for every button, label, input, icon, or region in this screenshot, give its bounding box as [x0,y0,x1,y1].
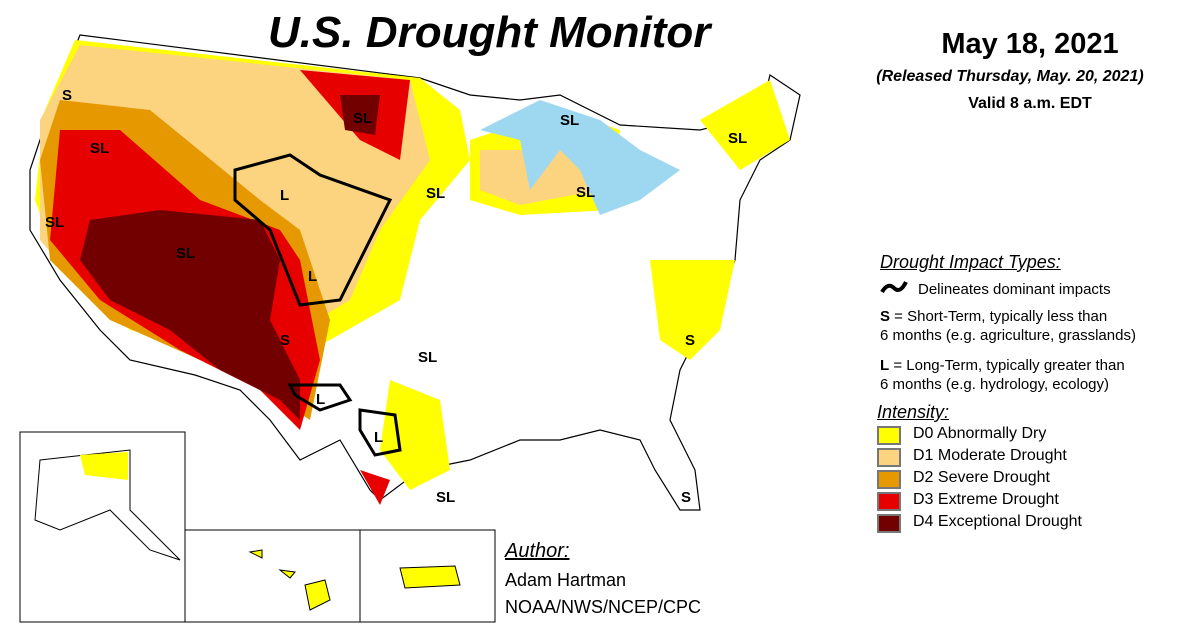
intensity-label-d4: D4 Exceptional Drought [913,513,1082,530]
intensity-label-d1: D1 Moderate Drought [913,447,1067,464]
author-name: Adam Hartman [505,570,627,590]
impact-label: L [280,187,289,204]
short-term-line1: S = Short-Term, typically less than [880,308,1107,325]
d3-area [360,470,390,505]
impact-label: S [62,87,72,104]
s-text: = Short-Term, typically less than [890,308,1108,325]
d1-area [480,150,600,205]
intensity-swatch-d3 [877,492,901,511]
impact-label: L [316,391,325,408]
delineates-text: Delineates dominant impacts [918,281,1111,298]
impact-label: SL [353,110,372,127]
alaska-land [34,449,181,561]
d0-area [650,260,735,360]
impact-label: SL [728,130,747,147]
impact-label: L [374,429,383,446]
hawaii-inset [184,529,361,623]
impact-label: S [280,332,290,349]
intensity-label-d2: D2 Severe Drought [913,469,1050,486]
release-date: (Released Thursday, May. 20, 2021) [876,68,1144,85]
impact-label: SL [560,112,579,129]
s-key: S [880,308,891,325]
l-key: L [880,357,890,374]
d0-area [380,380,450,490]
author-heading: Author: [505,540,570,562]
impact-label: SL [436,489,455,506]
intensity-swatch-d0 [877,426,901,445]
short-term-line2: 6 months (e.g. agriculture, grasslands) [880,327,1136,344]
puerto-rico-d0 [399,565,461,589]
impact-boundary [287,383,353,412]
impact-label: SL [90,140,109,157]
impact-label: SL [45,214,64,231]
long-term-line2: 6 months (e.g. hydrology, ecology) [880,376,1110,393]
valid-time: Valid 8 a.m. EDT [968,95,1092,112]
impact-label: L [308,268,317,285]
impact-label: S [685,332,695,349]
l-text: = Long-Term, typically greater than [889,357,1125,374]
impact-label: SL [418,349,437,366]
d0-area [700,80,790,170]
intensity-swatch-d1 [877,448,901,467]
hawaii-d0 [248,549,331,611]
impact-boundary [233,153,393,307]
impact-legend-heading: Drought Impact Types: [880,252,1061,272]
alaska-d0 [80,452,128,480]
intensity-label-d0: D0 Abnormally Dry [913,425,1047,442]
d4-area [340,95,380,135]
map-date: May 18, 2021 [941,28,1119,60]
impact-line-icon [880,281,908,294]
intensity-swatch-d4 [877,514,901,533]
d4-area [80,210,300,420]
long-term-line1: L = Long-Term, typically greater than [880,357,1125,374]
intensity-swatch-d2 [877,470,901,489]
impact-label: SL [176,245,195,262]
impact-label: SL [426,185,445,202]
impact-boundary [358,408,402,457]
impact-label: SL [576,184,595,201]
intensity-heading: Intensity: [877,402,950,422]
page-title: U.S. Drought Monitor [268,8,711,57]
great-lakes [480,100,680,215]
intensity-label-d3: D3 Extreme Drought [913,491,1059,508]
author-org: NOAA/NWS/NCEP/CPC [505,597,702,617]
impact-label: S [681,489,691,506]
